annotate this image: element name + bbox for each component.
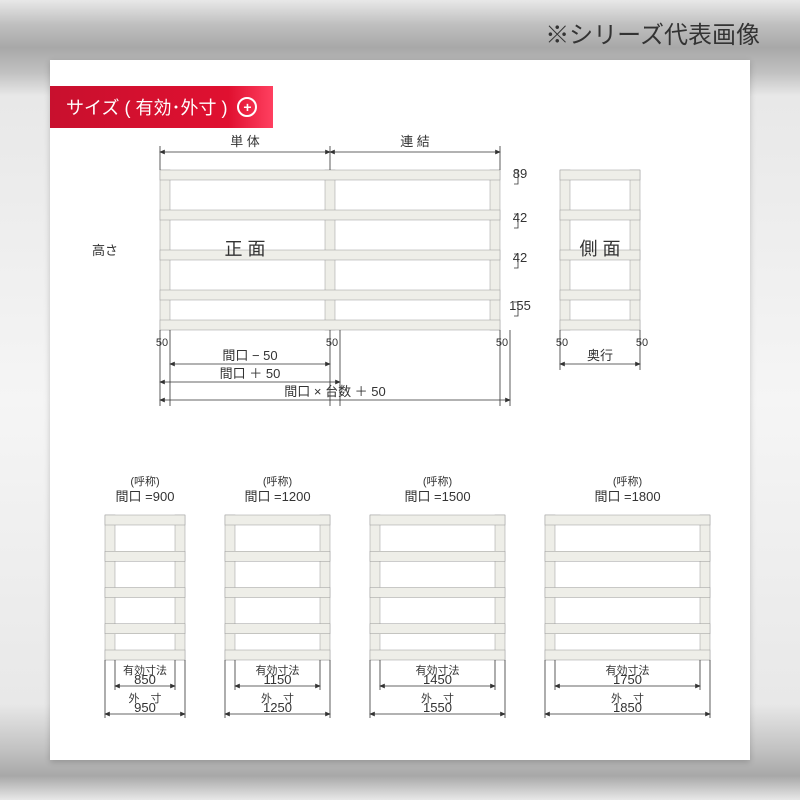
top-diagram: 単 体 連 結高さ 正 面 側 面 89 42 42 155 50 50 50 間口 − 50 間口 ＋… xyxy=(50,120,750,450)
size-tab-label: サイズ ( 有効･外寸 ) xyxy=(66,94,227,120)
svg-text:(呼称): (呼称) xyxy=(613,474,642,488)
svg-text:奥行: 奥行 xyxy=(587,348,613,363)
bottom-variants: (呼称)間口 =900有効寸法850外 寸950(呼称)間口 =1200有効寸法… xyxy=(50,460,750,760)
svg-text:1750: 1750 xyxy=(613,672,642,687)
svg-text:50: 50 xyxy=(496,337,508,349)
svg-text:155: 155 xyxy=(509,298,531,313)
svg-text:1450: 1450 xyxy=(423,672,452,687)
svg-text:50: 50 xyxy=(556,337,568,349)
svg-text:1250: 1250 xyxy=(263,700,292,715)
svg-text:連 結: 連 結 xyxy=(400,134,430,149)
svg-text:間口 =1500: 間口 =1500 xyxy=(404,489,470,504)
svg-text:単 体: 単 体 xyxy=(230,134,260,149)
series-note: ※シリーズ代表画像 xyxy=(545,15,760,50)
diagram-card: サイズ ( 有効･外寸 ) + 単 体 連 結高さ 正 面 側 面 89 42 42 155 5… xyxy=(50,60,750,760)
svg-text:42: 42 xyxy=(513,210,527,225)
svg-text:1850: 1850 xyxy=(613,700,642,715)
plus-icon: + xyxy=(237,97,257,117)
svg-text:間口 =1800: 間口 =1800 xyxy=(594,489,660,504)
svg-text:間口 =1200: 間口 =1200 xyxy=(244,489,310,504)
svg-text:側 面: 側 面 xyxy=(579,239,620,259)
svg-text:高さ: 高さ xyxy=(92,243,118,258)
svg-text:950: 950 xyxy=(134,700,156,715)
svg-text:間口 × 台数 ＋ 50: 間口 × 台数 ＋ 50 xyxy=(284,384,386,399)
svg-text:1550: 1550 xyxy=(423,700,452,715)
svg-text:(呼称): (呼称) xyxy=(263,474,292,488)
svg-text:50: 50 xyxy=(636,337,648,349)
svg-text:(呼称): (呼称) xyxy=(130,474,159,488)
svg-text:850: 850 xyxy=(134,672,156,687)
svg-text:間口 =900: 間口 =900 xyxy=(116,489,175,504)
svg-text:1150: 1150 xyxy=(264,672,292,687)
svg-text:50: 50 xyxy=(156,337,168,349)
svg-text:正 面: 正 面 xyxy=(224,239,265,259)
svg-text:(呼称): (呼称) xyxy=(423,474,452,488)
svg-text:間口 ＋ 50: 間口 ＋ 50 xyxy=(220,366,281,381)
svg-text:89: 89 xyxy=(513,166,527,181)
svg-text:50: 50 xyxy=(326,337,338,349)
svg-text:間口 − 50: 間口 − 50 xyxy=(222,348,277,363)
svg-text:42: 42 xyxy=(513,250,527,265)
